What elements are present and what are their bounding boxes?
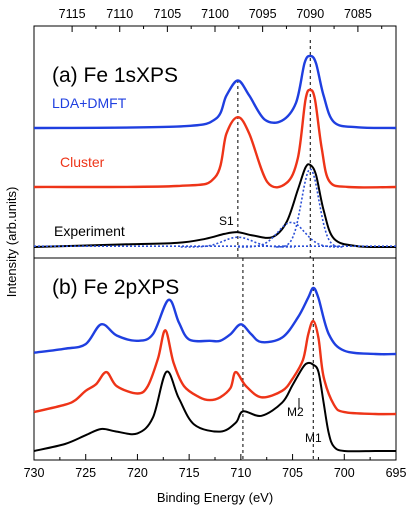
bottom-tick-label-1: 725 bbox=[75, 466, 96, 480]
series-label-lda-dmft: LDA+DMFT bbox=[52, 95, 127, 111]
bottom-tick-label-5: 705 bbox=[282, 466, 303, 480]
experiment-fit-components bbox=[34, 168, 396, 408]
bottom-tick-label-6: 700 bbox=[334, 466, 355, 480]
bottom-tick-label-2: 720 bbox=[127, 466, 148, 480]
series-label-cluster: Cluster bbox=[60, 154, 105, 170]
y-axis-title: Intensity (arb.units) bbox=[4, 187, 19, 298]
top-tick-label-1: 7110 bbox=[106, 7, 133, 21]
curve-panela-experiment bbox=[33, 163, 397, 249]
bottom-tick-label-3: 715 bbox=[179, 466, 200, 480]
top-tick-label-3: 7100 bbox=[201, 7, 229, 21]
spectra bbox=[33, 54, 397, 453]
top-tick-label-6: 7085 bbox=[344, 7, 372, 21]
curve-panelb-cluster bbox=[33, 319, 397, 416]
panel-a-title: (a) Fe 1sXPS bbox=[52, 64, 178, 87]
annotation-s1: S1 bbox=[219, 214, 234, 228]
series-label-experiment: Experiment bbox=[54, 223, 125, 239]
bottom-tick-label-0: 730 bbox=[24, 466, 45, 480]
panel-b-title: (b) Fe 2pXPS bbox=[52, 276, 179, 299]
annotation-m2: M2 bbox=[287, 405, 304, 419]
x-axis-title: Binding Energy (eV) bbox=[157, 490, 273, 505]
top-tick-label-0: 7115 bbox=[59, 7, 86, 21]
top-axis-ticks: 7115 7110 7105 7100 7095 7090 7085 bbox=[59, 7, 383, 32]
annotation-m1: M1 bbox=[305, 431, 322, 445]
reference-lines bbox=[237, 40, 314, 460]
bottom-tick-label-7: 695 bbox=[386, 466, 407, 480]
top-tick-label-5: 7090 bbox=[296, 7, 324, 21]
bottom-tick-label-4: 710 bbox=[230, 466, 251, 480]
curve-panelb-lda-dmft bbox=[33, 286, 397, 356]
curve-panela-lda-dmft bbox=[33, 54, 397, 130]
curve-panelb-experiment bbox=[33, 361, 396, 453]
top-tick-label-2: 7105 bbox=[153, 7, 181, 21]
bottom-axis-ticks: 730 725 720 715 710 705 700 695 bbox=[24, 454, 407, 480]
curve-panela-cluster bbox=[33, 88, 397, 189]
top-tick-label-4: 7095 bbox=[249, 7, 277, 21]
